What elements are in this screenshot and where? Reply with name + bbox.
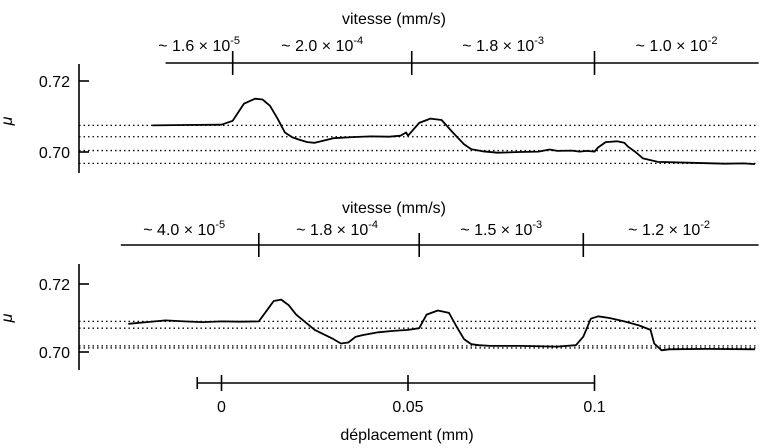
speed-segment-label: ~ 1.5 × 10-3 bbox=[460, 219, 542, 239]
speed-segment-label: ~ 1.0 × 10-2 bbox=[636, 35, 718, 55]
speed-axis-title: vitesse (mm/s) bbox=[342, 200, 446, 217]
y-tick-label: 0.70 bbox=[39, 345, 70, 362]
speed-segment-label: ~ 1.6 × 10-5 bbox=[158, 35, 240, 55]
y-axis-label: μ bbox=[0, 313, 16, 323]
x-axis-label: déplacement (mm) bbox=[340, 427, 473, 444]
speed-axis-title: vitesse (mm/s) bbox=[342, 11, 446, 28]
friction-curve bbox=[152, 97, 755, 165]
speed-segment-label: ~ 1.2 × 10-2 bbox=[628, 219, 710, 239]
y-tick-label: 0.72 bbox=[39, 277, 70, 294]
speed-segment-label: ~ 4.0 × 10-5 bbox=[143, 219, 225, 239]
x-tick-label: 0.05 bbox=[392, 399, 423, 416]
x-tick-label: 0 bbox=[217, 399, 226, 416]
y-axis-label: μ bbox=[0, 116, 16, 126]
y-tick-label: 0.70 bbox=[39, 145, 70, 162]
speed-segment-label: ~ 1.8 × 10-4 bbox=[296, 219, 378, 239]
speed-segment-label: ~ 1.8 × 10-3 bbox=[462, 35, 544, 55]
panel-1: vitesse (mm/s) ~ 1.6 × 10-5 ~ 2.0 × 10-4 ~ … bbox=[0, 11, 759, 173]
y-tick-label: 0.72 bbox=[39, 74, 70, 91]
x-tick-label: 0.1 bbox=[583, 399, 605, 416]
panel-2: vitesse (mm/s) ~ 4.0 × 10-5 ~ 1.8 × 10-4 ~ … bbox=[0, 200, 759, 370]
speed-segment-label: ~ 2.0 × 10-4 bbox=[281, 35, 363, 55]
x-axis: 0 0.05 0.1 déplacement (mm) bbox=[196, 375, 606, 444]
friction-curve bbox=[128, 298, 755, 352]
